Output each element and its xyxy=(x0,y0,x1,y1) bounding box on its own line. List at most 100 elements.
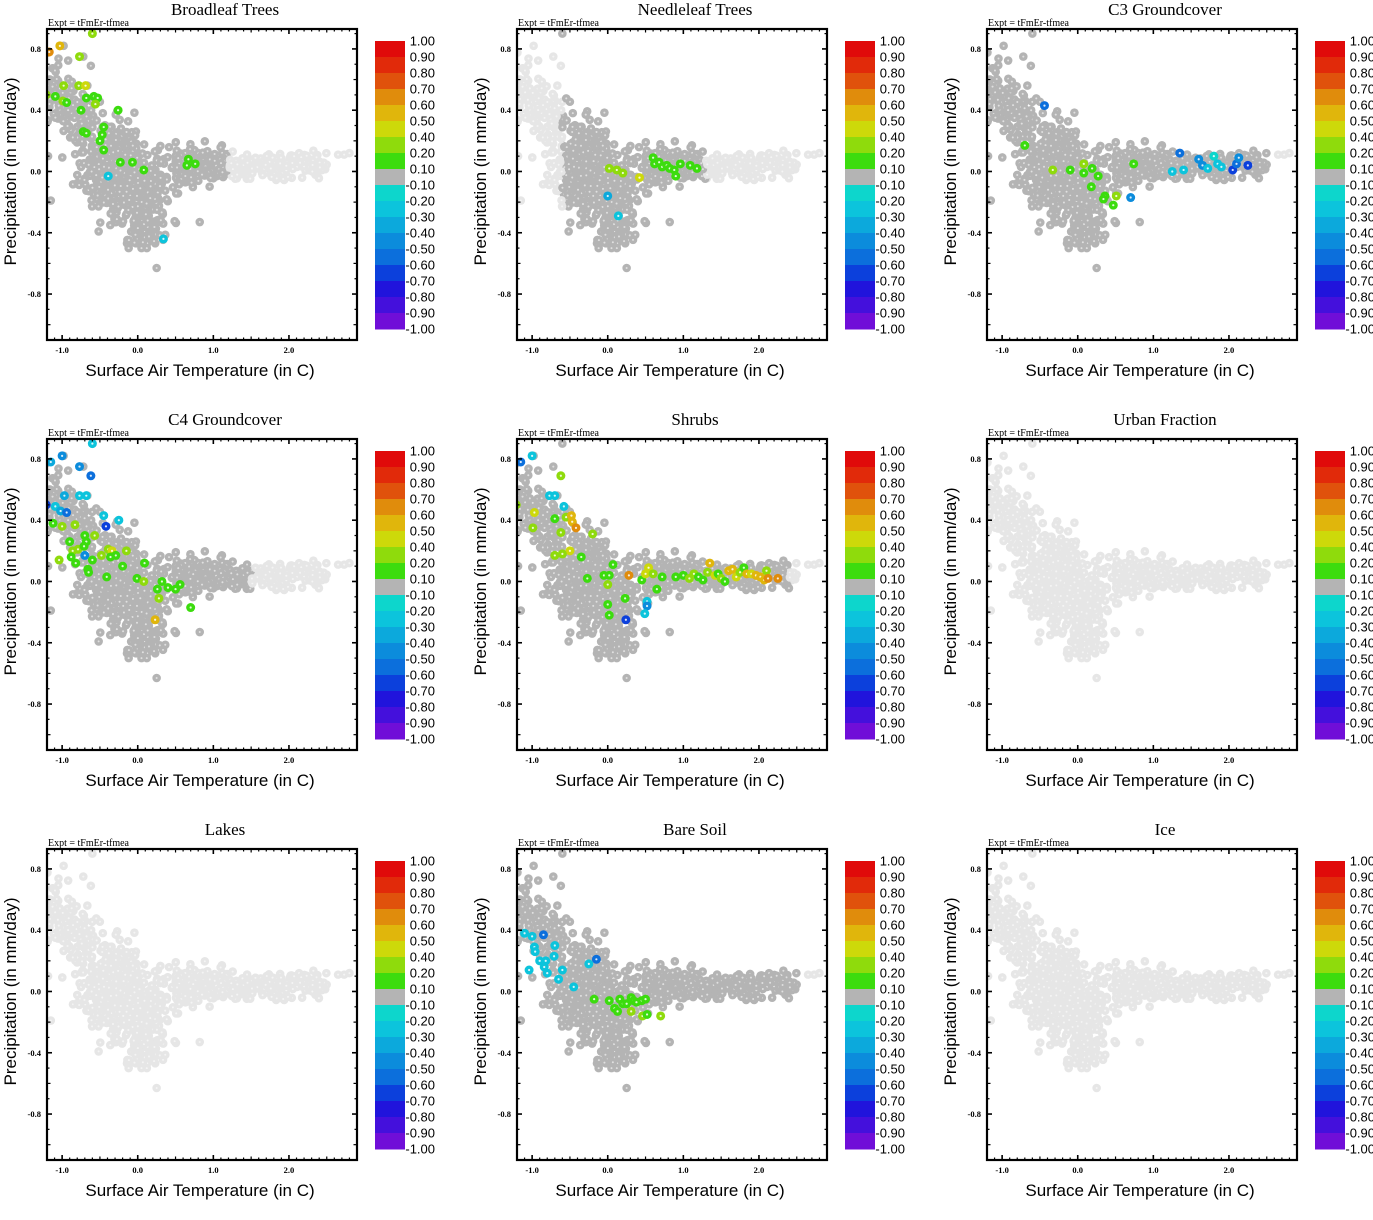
point-uncorrelated xyxy=(1055,187,1064,196)
point-uncorrelated xyxy=(562,116,571,125)
point-uncorrelated xyxy=(1207,173,1216,182)
point-uncorrelated xyxy=(1103,153,1112,162)
point-uncorrelated xyxy=(626,182,635,191)
point-uncorrelated xyxy=(181,172,190,181)
point-correlated xyxy=(62,98,71,107)
point-uncorrelated xyxy=(1074,224,1083,233)
point-uncorrelated xyxy=(51,66,60,75)
point-correlated xyxy=(1129,159,1138,168)
colorbar: 1.000.900.800.700.600.500.400.200.10-0.1… xyxy=(375,33,435,336)
point-inactive xyxy=(288,159,297,168)
point-uncorrelated xyxy=(157,208,166,217)
point-uncorrelated xyxy=(71,150,80,159)
point-uncorrelated xyxy=(218,168,227,177)
point-uncorrelated xyxy=(171,138,180,147)
colorbar-label: 0.70 xyxy=(410,81,435,96)
point-inactive xyxy=(529,42,538,51)
point-uncorrelated xyxy=(146,194,155,203)
y-tick-label: 0.8 xyxy=(970,44,981,54)
point-uncorrelated xyxy=(610,140,619,149)
colorbar-bin xyxy=(845,313,875,330)
colorbar-bin xyxy=(845,201,875,218)
panel-title: Broadleaf Trees xyxy=(171,0,279,19)
point-uncorrelated xyxy=(1158,168,1167,177)
y-tick-label: 0.0 xyxy=(970,166,981,176)
point-uncorrelated xyxy=(622,264,631,273)
point-inactive xyxy=(524,54,533,63)
colorbar-bin xyxy=(845,217,875,234)
point-inactive xyxy=(248,164,257,173)
point-uncorrelated xyxy=(163,153,172,162)
point-uncorrelated xyxy=(568,123,577,132)
point-uncorrelated xyxy=(1020,176,1029,185)
point-uncorrelated xyxy=(1188,164,1197,173)
x-tick-label: 1.0 xyxy=(208,345,219,355)
point-uncorrelated xyxy=(59,127,68,136)
colorbar-bin xyxy=(375,233,405,250)
point-uncorrelated xyxy=(150,237,159,246)
point-uncorrelated xyxy=(1018,90,1027,99)
point-correlated xyxy=(82,129,91,138)
point-uncorrelated xyxy=(595,236,604,245)
point-uncorrelated xyxy=(1015,110,1024,119)
point-uncorrelated xyxy=(627,208,636,217)
point-inactive xyxy=(340,150,349,159)
x-axis-label: Surface Air Temperature (in C) xyxy=(85,361,314,380)
point-uncorrelated xyxy=(568,173,577,182)
colorbar-label: -0.10 xyxy=(1345,177,1373,192)
point-uncorrelated xyxy=(217,159,226,168)
x-tick-label: 2.0 xyxy=(284,345,295,355)
point-uncorrelated xyxy=(162,195,171,204)
y-tick-label: -0.8 xyxy=(968,289,981,299)
colorbar-label: -0.50 xyxy=(1345,241,1373,256)
point-inactive xyxy=(233,160,242,169)
point-correlated xyxy=(1079,169,1088,178)
y-tick-label: -0.8 xyxy=(498,289,511,299)
point-uncorrelated xyxy=(621,147,630,156)
point-uncorrelated xyxy=(77,119,86,128)
colorbar-bin xyxy=(845,265,875,282)
colorbar-label: -1.00 xyxy=(405,321,435,336)
points-layer xyxy=(33,439,354,682)
point-inactive xyxy=(524,95,533,104)
point-inactive xyxy=(528,153,537,162)
point-uncorrelated xyxy=(52,75,61,84)
colorbar-label: -0.60 xyxy=(875,257,905,272)
point-uncorrelated xyxy=(1036,218,1045,227)
colorbar-bin xyxy=(1315,281,1345,298)
point-uncorrelated xyxy=(128,141,137,150)
x-tick-label: -1.0 xyxy=(55,345,68,355)
point-correlated xyxy=(191,159,200,168)
colorbar-bin xyxy=(375,169,405,186)
colorbar-bin xyxy=(1315,297,1345,314)
point-correlated xyxy=(75,52,84,61)
point-uncorrelated xyxy=(54,54,63,63)
point-uncorrelated xyxy=(1145,182,1154,191)
colorbar-label: 0.40 xyxy=(410,129,435,144)
point-inactive xyxy=(284,173,293,182)
point-uncorrelated xyxy=(1053,215,1062,224)
colorbar-label: 0.50 xyxy=(1350,113,1373,128)
point-inactive xyxy=(541,150,550,159)
colorbar-label: 1.00 xyxy=(410,33,435,48)
point-uncorrelated xyxy=(626,174,635,183)
colorbar-bin xyxy=(1315,121,1345,138)
point-uncorrelated xyxy=(589,157,598,166)
point-correlated xyxy=(603,191,612,200)
point-uncorrelated xyxy=(125,236,134,245)
colorbar-label: 0.90 xyxy=(880,49,905,64)
y-axis-label: Precipitation (in mm/day) xyxy=(1,77,20,265)
y-tick-label: -0.8 xyxy=(28,289,41,299)
colorbar-bin xyxy=(375,297,405,314)
point-uncorrelated xyxy=(671,137,680,146)
point-inactive xyxy=(550,176,559,185)
point-correlated xyxy=(1203,164,1212,173)
point-uncorrelated xyxy=(68,133,77,142)
point-inactive xyxy=(538,77,547,86)
colorbar-bin xyxy=(845,57,875,74)
point-uncorrelated xyxy=(100,198,109,207)
point-uncorrelated xyxy=(600,108,609,117)
point-uncorrelated xyxy=(58,153,67,162)
